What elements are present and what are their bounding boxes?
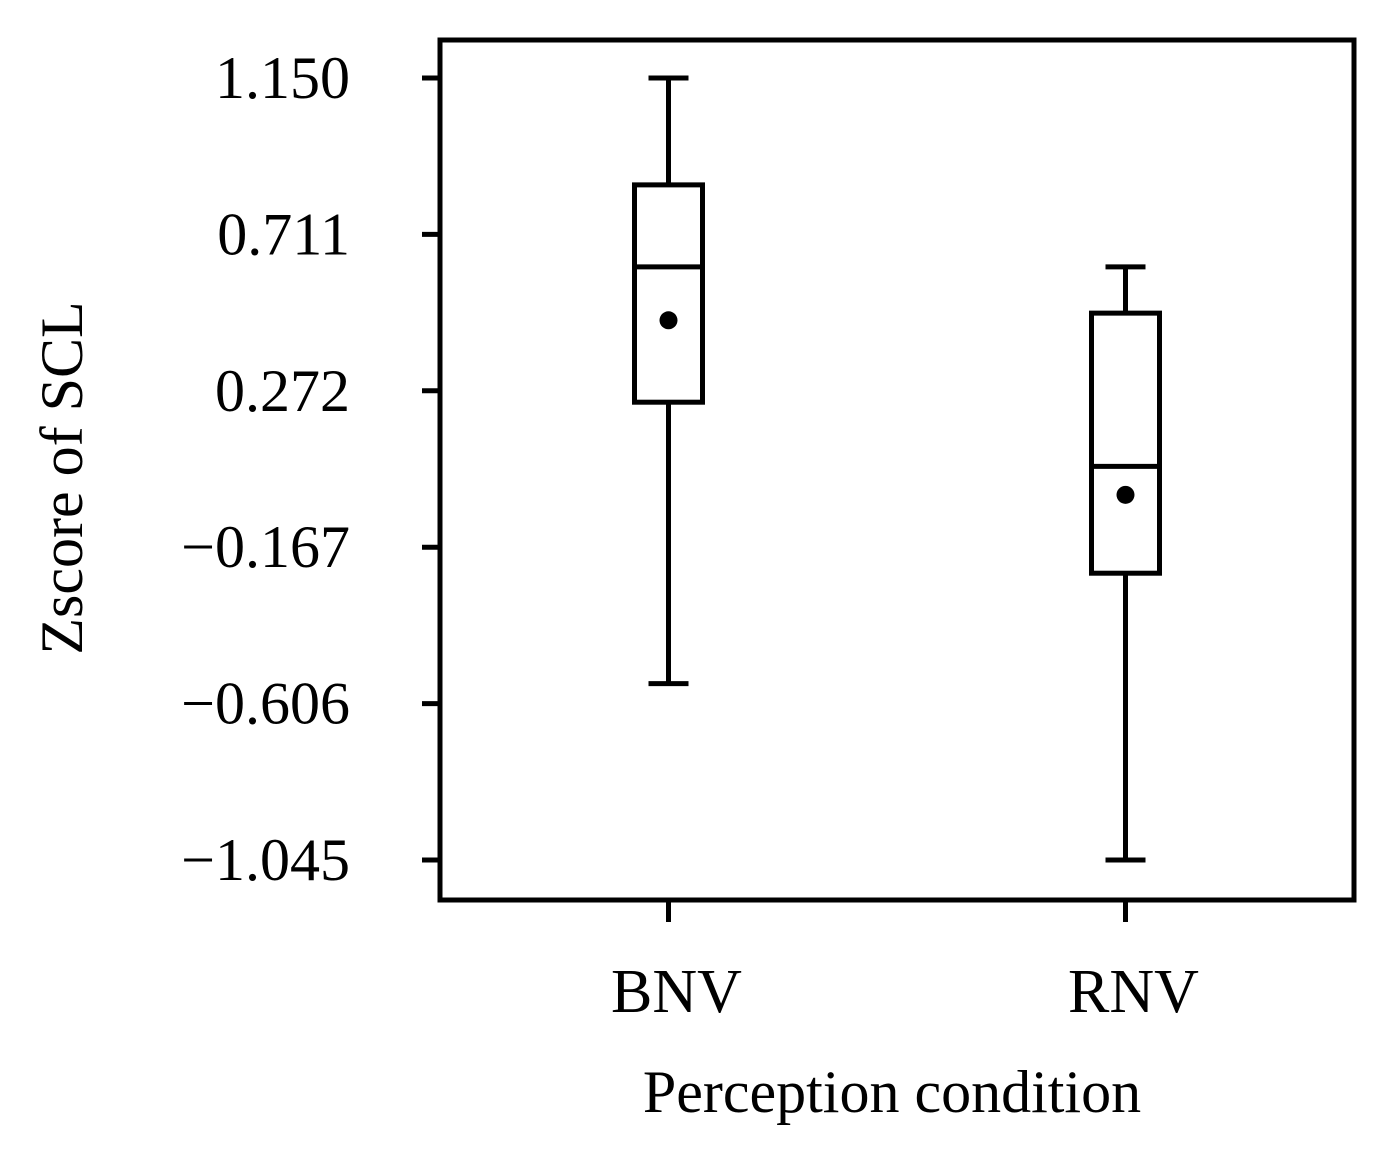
interquartile-box (1089, 310, 1162, 576)
x-tick-label: BNV (611, 958, 742, 1026)
mean-point (659, 311, 678, 330)
x-tick-label: RNV (1068, 958, 1199, 1026)
mean-point (1116, 485, 1135, 504)
x-axis: BNV RNV (611, 900, 1199, 1026)
y-tick-label: −1.045 (181, 827, 350, 893)
interquartile-box (632, 182, 705, 405)
x-axis-title: Perception condition (643, 1059, 1141, 1125)
box-bnv (632, 75, 705, 687)
boxes (632, 75, 1162, 863)
y-tick-label: 0.272 (215, 358, 350, 424)
box-rnv (1089, 264, 1162, 863)
y-tick-label: −0.606 (181, 671, 350, 737)
y-tick-label: −0.167 (181, 514, 350, 580)
y-tick-label: 0.711 (217, 201, 350, 267)
y-axis: 1.150 0.711 0.272 −0.167 −0.606 −1.045 (181, 45, 440, 893)
plot-frame (437, 37, 1357, 903)
y-tick-label: 1.150 (215, 45, 350, 111)
y-axis-title: Zscore of SCL (29, 301, 95, 654)
